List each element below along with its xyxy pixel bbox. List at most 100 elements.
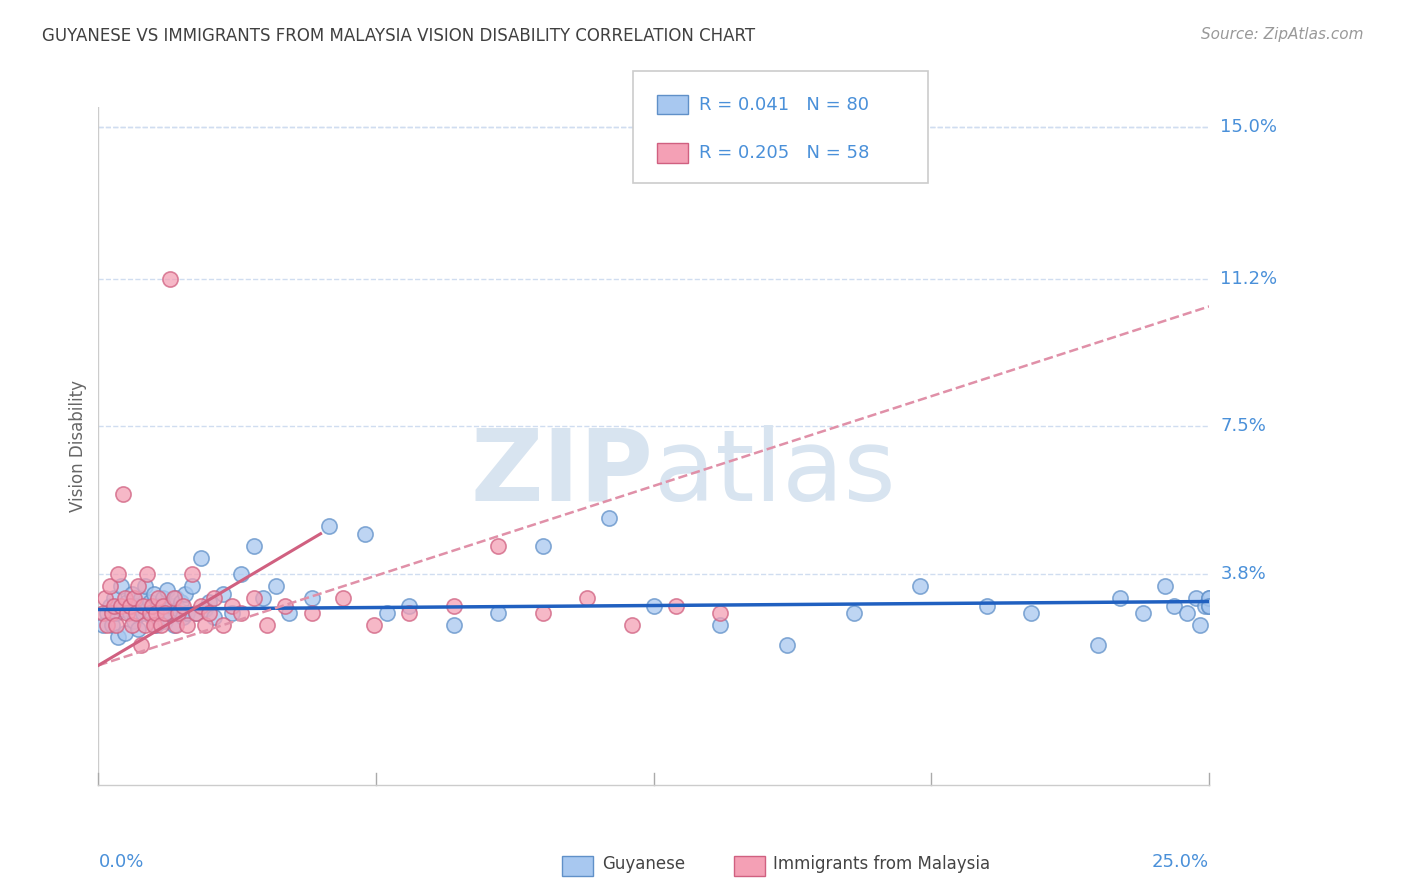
Text: GUYANESE VS IMMIGRANTS FROM MALAYSIA VISION DISABILITY CORRELATION CHART: GUYANESE VS IMMIGRANTS FROM MALAYSIA VIS… [42,27,755,45]
Point [103,591,125,605]
Point [153,607,176,621]
Point [153,615,176,629]
Point [96,618,118,632]
Point [1194,599,1216,613]
Point [129,639,152,653]
Point [167,607,190,621]
Point [194,602,217,616]
Point [143,586,166,600]
Point [152,599,174,613]
Point [643,599,665,613]
Point [172,610,194,624]
Point [252,591,274,605]
Point [163,591,186,605]
Point [117,594,139,608]
Point [122,591,145,605]
Point [163,618,186,632]
Point [274,599,297,613]
Point [138,607,160,621]
Point [278,607,301,621]
Point [152,591,174,605]
Point [176,607,198,621]
Point [107,566,129,581]
Point [122,615,145,629]
Point [149,618,172,632]
Point [105,607,128,621]
Point [1189,618,1212,632]
Point [243,539,266,553]
Point [1198,591,1220,605]
Point [1198,591,1220,605]
Point [190,599,212,613]
Point [709,618,731,632]
Point [127,578,149,592]
Point [620,618,643,632]
Point [186,607,208,621]
Point [1175,607,1198,621]
Point [125,607,148,621]
Point [1198,599,1220,613]
Point [148,591,170,605]
Point [1163,599,1185,613]
Point [176,618,198,632]
Point [159,607,181,621]
Point [91,618,114,632]
Point [129,591,152,605]
Point [121,618,143,632]
Text: 0.0%: 0.0% [98,853,143,871]
Point [172,599,194,613]
Text: atlas: atlas [654,425,896,522]
Point [132,607,155,621]
Point [98,578,121,592]
Point [221,607,243,621]
Point [1132,607,1154,621]
Point [576,591,599,605]
Point [94,591,117,605]
Point [198,594,221,608]
Point [531,539,554,553]
Point [174,586,197,600]
Text: ZIP: ZIP [471,425,654,522]
Text: R = 0.205   N = 58: R = 0.205 N = 58 [699,144,869,161]
Point [976,599,998,613]
Point [665,599,688,613]
Point [1153,578,1175,592]
Point [127,623,149,637]
Point [1021,607,1043,621]
Point [148,599,170,613]
Point [134,618,156,632]
Point [111,487,134,501]
Point [318,518,340,533]
Point [110,578,132,592]
Point [354,526,377,541]
Point [149,607,172,621]
Point [156,582,179,597]
Point [301,591,323,605]
Point [169,594,191,608]
Point [91,607,114,621]
Point [138,594,160,608]
Point [243,591,266,605]
Point [221,599,243,613]
Text: R = 0.041   N = 80: R = 0.041 N = 80 [699,95,869,113]
Point [107,631,129,645]
Point [190,550,212,565]
Point [443,618,465,632]
Point [145,618,167,632]
Point [486,607,509,621]
Point [180,566,202,581]
Point [159,271,181,285]
Point [486,539,509,553]
Point [398,607,420,621]
Point [531,607,554,621]
Point [229,607,252,621]
Point [110,599,132,613]
Point [134,578,156,592]
Point [118,607,141,621]
Point [145,607,167,621]
Point [180,578,202,592]
Point [1185,591,1208,605]
Text: Guyanese: Guyanese [602,855,685,873]
Point [141,610,163,624]
Text: 7.5%: 7.5% [1220,417,1267,435]
